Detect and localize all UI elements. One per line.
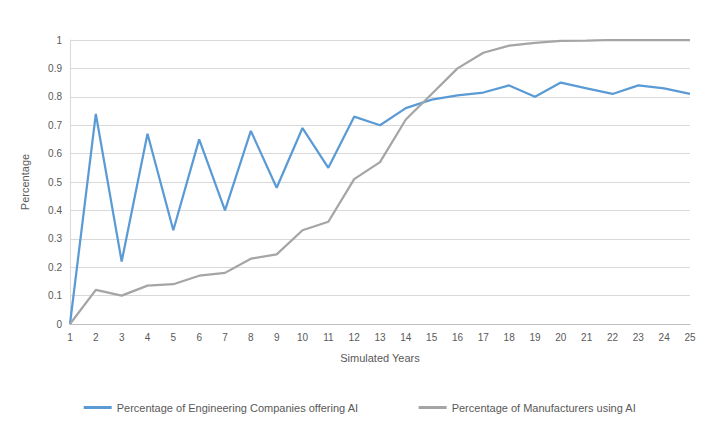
svg-text:0.9: 0.9	[48, 63, 62, 74]
svg-text:Percentage of Engineering Comp: Percentage of Engineering Companies offe…	[117, 402, 358, 414]
svg-text:Percentage of Manufacturers us: Percentage of Manufacturers using AI	[452, 402, 636, 414]
svg-text:21: 21	[581, 332, 593, 343]
svg-text:0.5: 0.5	[48, 177, 62, 188]
svg-text:19: 19	[529, 332, 541, 343]
svg-text:0.6: 0.6	[48, 148, 62, 159]
svg-text:18: 18	[504, 332, 516, 343]
svg-text:0.2: 0.2	[48, 262, 62, 273]
svg-text:4: 4	[145, 332, 151, 343]
svg-text:1: 1	[67, 332, 73, 343]
svg-text:0.7: 0.7	[48, 120, 62, 131]
svg-text:0.4: 0.4	[48, 205, 62, 216]
svg-text:25: 25	[684, 332, 696, 343]
svg-text:0.1: 0.1	[48, 290, 62, 301]
svg-text:16: 16	[452, 332, 464, 343]
svg-text:0.3: 0.3	[48, 233, 62, 244]
svg-text:9: 9	[274, 332, 280, 343]
svg-text:1: 1	[56, 35, 62, 46]
svg-text:24: 24	[659, 332, 671, 343]
svg-text:22: 22	[607, 332, 619, 343]
svg-text:20: 20	[555, 332, 567, 343]
svg-text:6: 6	[196, 332, 202, 343]
svg-text:10: 10	[297, 332, 309, 343]
svg-text:11: 11	[323, 332, 334, 343]
svg-text:13: 13	[374, 332, 386, 343]
svg-text:2: 2	[93, 332, 99, 343]
svg-text:Simulated Years: Simulated Years	[340, 352, 420, 364]
svg-text:23: 23	[633, 332, 645, 343]
svg-text:14: 14	[400, 332, 412, 343]
svg-text:Percentage: Percentage	[19, 154, 31, 210]
svg-text:7: 7	[222, 332, 228, 343]
svg-text:3: 3	[119, 332, 125, 343]
svg-text:0.8: 0.8	[48, 91, 62, 102]
svg-text:8: 8	[248, 332, 254, 343]
svg-text:0: 0	[56, 319, 62, 330]
svg-text:17: 17	[478, 332, 490, 343]
svg-text:5: 5	[171, 332, 177, 343]
svg-text:12: 12	[349, 332, 361, 343]
svg-text:15: 15	[426, 332, 438, 343]
